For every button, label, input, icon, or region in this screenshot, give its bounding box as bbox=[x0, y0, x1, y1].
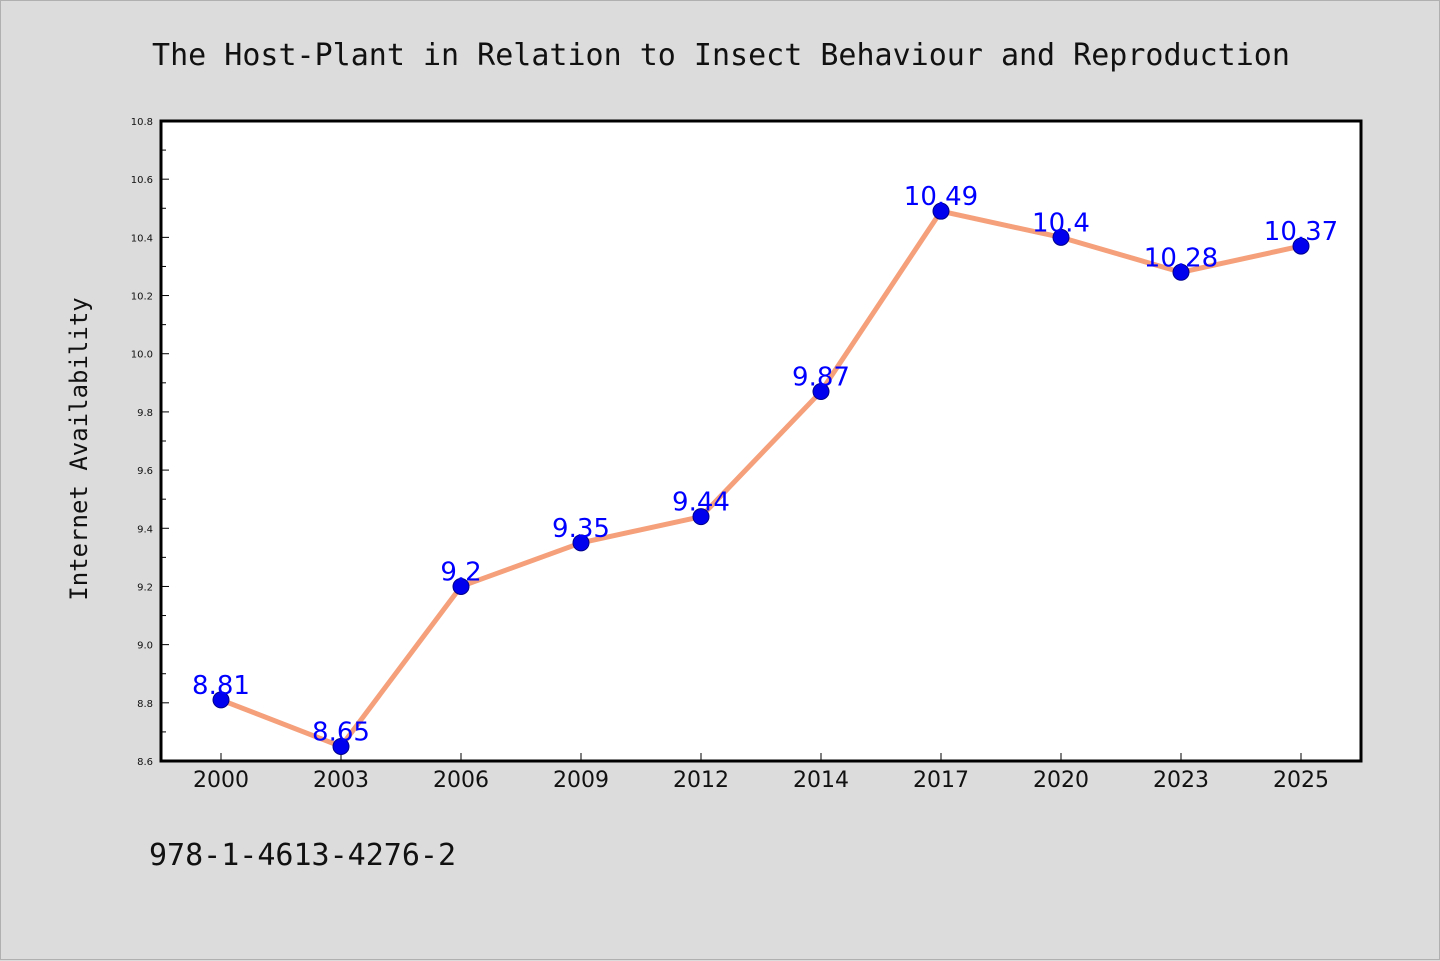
data-point bbox=[1292, 237, 1310, 255]
data-labels-group: 8.81 8.65 9.2 9.35 9.44 9.87 10.49 10.4 10.28 10.… bbox=[192, 182, 1338, 747]
y-tick-label: 10.2 bbox=[131, 292, 153, 303]
y-tick-label: 9.8 bbox=[137, 408, 153, 419]
chart-title: The Host-Plant in Relation to Insect Beh… bbox=[152, 38, 1290, 73]
y-tick-label: 10.6 bbox=[131, 175, 153, 186]
data-label: 10.4 bbox=[1032, 208, 1090, 238]
data-label: 9.87 bbox=[792, 363, 850, 393]
data-label: 9.2 bbox=[440, 557, 481, 587]
x-tick-label: 2025 bbox=[1273, 768, 1329, 793]
x-tick-label: 2023 bbox=[1153, 768, 1209, 793]
data-label: 10.37 bbox=[1264, 217, 1338, 247]
plot-area bbox=[159, 119, 1363, 763]
data-point bbox=[812, 383, 830, 401]
x-tick-label: 2012 bbox=[673, 768, 729, 793]
data-point bbox=[692, 508, 710, 526]
y-tick-label: 8.8 bbox=[137, 699, 153, 710]
x-axis: 2000 2003 2006 2009 2012 2014 2017 2020 2023 2025 bbox=[193, 753, 1329, 793]
y-axis: 8.6 8.8 9.0 9.2 9.4 9.6 9.8 10.0 10.2 10.4 10.6 10.… bbox=[131, 117, 169, 768]
x-tick-label: 2000 bbox=[193, 768, 249, 793]
data-point bbox=[1052, 228, 1070, 246]
markers-group bbox=[212, 202, 1310, 755]
data-point bbox=[572, 534, 590, 552]
y-tick-label: 10.8 bbox=[131, 117, 153, 128]
x-tick-label: 2006 bbox=[433, 768, 489, 793]
isbn-text: 978-1-4613-4276-2 bbox=[149, 838, 456, 873]
y-tick-label: 9.4 bbox=[137, 524, 153, 535]
x-tick-label: 2017 bbox=[913, 768, 969, 793]
data-point bbox=[452, 577, 470, 595]
x-tick-label: 2009 bbox=[553, 768, 609, 793]
x-tick-label: 2020 bbox=[1033, 768, 1089, 793]
y-tick-label: 10.4 bbox=[131, 233, 153, 244]
data-point bbox=[212, 691, 230, 709]
x-tick-label: 2014 bbox=[793, 768, 849, 793]
y-tick-label: 10.0 bbox=[131, 350, 153, 361]
data-label: 10.49 bbox=[904, 182, 978, 212]
data-point bbox=[332, 737, 350, 755]
series-line bbox=[218, 208, 1304, 749]
data-point bbox=[932, 202, 950, 220]
x-tick-label: 2003 bbox=[313, 768, 369, 793]
data-label: 9.44 bbox=[672, 488, 730, 518]
y-tick-label: 9.2 bbox=[137, 582, 153, 593]
y-tick-label: 9.6 bbox=[137, 466, 153, 477]
series-group bbox=[218, 208, 1304, 749]
y-tick-label: 9.0 bbox=[137, 641, 153, 652]
y-axis-label: Internet Availability bbox=[65, 297, 93, 600]
data-point bbox=[1172, 263, 1190, 281]
data-label: 8.81 bbox=[192, 671, 250, 701]
y-tick-label: 8.6 bbox=[137, 757, 153, 768]
data-label: 10.28 bbox=[1144, 243, 1218, 273]
data-label: 8.65 bbox=[312, 717, 370, 747]
data-label: 9.35 bbox=[552, 514, 610, 544]
